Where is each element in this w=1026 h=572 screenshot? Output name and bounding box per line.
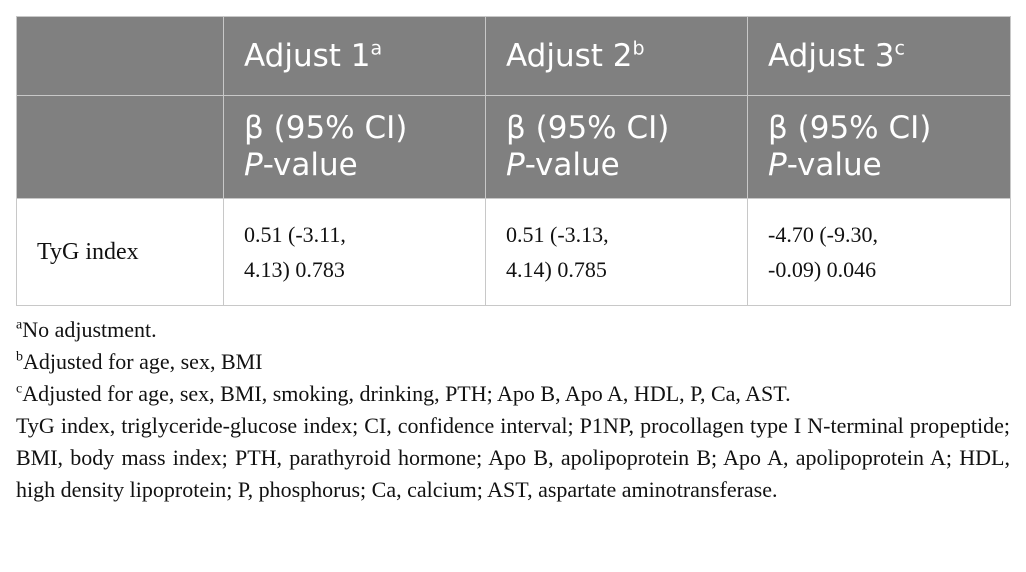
column-header-adjust-2: Adjust 2b <box>485 16 748 96</box>
pvalue-label: P-value <box>244 147 358 183</box>
stat-label: β (95% CI) <box>768 110 932 146</box>
table-row: TyG index 0.51 (-3.11, 4.13) 0.783 0.51 … <box>16 198 1011 306</box>
header-row-titles: Adjust 1a Adjust 2b Adjust 3c <box>16 16 1011 96</box>
column-subheader-1: β (95% CI) P-value <box>223 95 486 199</box>
table-cell-adjust-1: 0.51 (-3.11, 4.13) 0.783 <box>223 198 486 306</box>
pvalue-label: P-value <box>768 147 882 183</box>
table-footnotes: aNo adjustment. bAdjusted for age, sex, … <box>16 314 1010 506</box>
column-header-adjust-3: Adjust 3c <box>747 16 1011 96</box>
pvalue-label: P-value <box>506 147 620 183</box>
table-cell-adjust-3: -4.70 (-9.30, -0.09) 0.046 <box>747 198 1011 306</box>
header-row-stats: β (95% CI) P-value β (95% CI) P-value β … <box>16 95 1011 199</box>
stat-label: β (95% CI) <box>506 110 670 146</box>
row-label: TyG index <box>16 198 224 306</box>
results-table: Adjust 1a Adjust 2b Adjust 3c β (95% CI)… <box>16 16 1011 306</box>
header-corner-cell <box>16 16 224 96</box>
table-cell-adjust-2: 0.51 (-3.13, 4.14) 0.785 <box>485 198 748 306</box>
abbreviations-note: TyG index, triglyceride-glucose index; C… <box>16 413 1010 502</box>
column-subheader-2: β (95% CI) P-value <box>485 95 748 199</box>
footnote-a: aNo adjustment. <box>16 317 157 342</box>
footnote-c: cAdjusted for age, sex, BMI, smoking, dr… <box>16 381 791 406</box>
stat-label: β (95% CI) <box>244 110 408 146</box>
column-subheader-3: β (95% CI) P-value <box>747 95 1011 199</box>
header-corner-cell-2 <box>16 95 224 199</box>
footnote-b: bAdjusted for age, sex, BMI <box>16 349 263 374</box>
column-header-adjust-1: Adjust 1a <box>223 16 486 96</box>
